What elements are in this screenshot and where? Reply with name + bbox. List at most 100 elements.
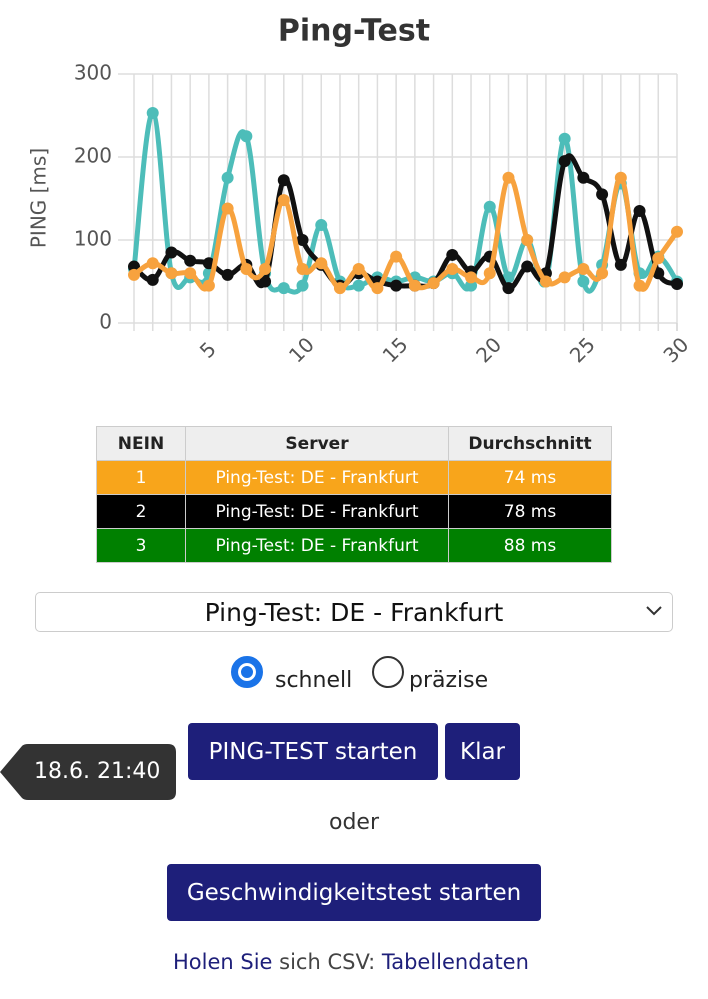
data-point xyxy=(221,268,234,281)
data-point xyxy=(184,254,197,267)
data-point xyxy=(446,263,459,276)
table-row: 2 Ping-Test: DE - Frankfurt 78 ms xyxy=(96,494,612,529)
table-row: 3 Ping-Test: DE - Frankfurt 88 ms xyxy=(96,528,612,563)
data-point xyxy=(465,279,478,292)
data-point xyxy=(558,132,571,145)
data-point xyxy=(577,171,590,184)
radio-praezise[interactable] xyxy=(372,656,404,688)
table-cell: 1 xyxy=(96,460,186,495)
data-point xyxy=(202,279,215,292)
data-point xyxy=(558,155,571,168)
button-label: PING-TEST starten xyxy=(208,738,418,765)
data-point xyxy=(427,277,440,290)
link[interactable]: Tabellendaten xyxy=(381,950,529,974)
y-tick-label: 0 xyxy=(99,310,112,334)
tooltip-shape xyxy=(0,744,176,800)
button-label: Geschwindigkeitstest starten xyxy=(186,879,522,906)
button-label: Klar xyxy=(459,738,506,765)
clear-button[interactable]: Klar xyxy=(445,723,520,780)
data-point xyxy=(146,273,159,286)
data-point xyxy=(521,260,534,273)
data-point xyxy=(408,279,421,292)
table-cell: 78 ms xyxy=(448,494,612,529)
data-point xyxy=(296,279,309,292)
data-point xyxy=(352,279,365,292)
table-row: 1 Ping-Test: DE - Frankfurt 74 ms xyxy=(96,460,612,495)
data-point xyxy=(502,282,515,295)
table-cell: 74 ms xyxy=(448,460,612,495)
x-tick-label: 15 xyxy=(378,332,413,367)
select-value: Ping-Test: DE - Frankfurt xyxy=(204,597,504,627)
data-point xyxy=(165,246,178,259)
link[interactable]: Holen Sie xyxy=(173,950,273,974)
data-point xyxy=(352,263,365,276)
table-cell: Ping-Test: DE - Frankfurt xyxy=(185,494,449,529)
data-point xyxy=(633,204,646,217)
table-cell: Ping-Test: DE - Frankfurt xyxy=(185,528,449,563)
data-point xyxy=(614,258,627,271)
footer: Holen Sie sich CSV: Tabellendaten xyxy=(173,950,529,974)
data-point xyxy=(277,282,290,295)
data-point xyxy=(184,267,197,280)
data-point xyxy=(371,282,384,295)
table-wrap: NEIN Server Durchschnitt 1 Ping-Test: DE … xyxy=(96,426,612,563)
data-point xyxy=(259,275,272,288)
data-point xyxy=(315,257,328,270)
data-point xyxy=(296,234,309,246)
data-point xyxy=(146,257,159,270)
data-point xyxy=(259,263,272,276)
radio-schnell[interactable] xyxy=(231,656,263,688)
data-point xyxy=(390,279,403,292)
y-axis-title: PING [ms] xyxy=(27,148,51,248)
data-point xyxy=(333,282,346,295)
data-point xyxy=(315,219,328,232)
server-select[interactable]: Ping-Test: DE - Frankfurt xyxy=(35,592,673,632)
data-point xyxy=(483,267,496,280)
data-point xyxy=(614,171,627,184)
data-point xyxy=(165,267,178,280)
x-tick-label: 25 xyxy=(565,332,600,367)
data-point xyxy=(221,171,234,184)
chart: Ping-Test PING [ms] 0 100 200 300 5 10 15 20 25 3… xyxy=(27,14,694,368)
data-point xyxy=(277,194,290,207)
data-point xyxy=(446,248,459,261)
data-point xyxy=(596,267,609,280)
x-tick-label: 5 xyxy=(195,337,221,363)
radio-label: schnell xyxy=(275,668,353,693)
data-point xyxy=(296,263,309,276)
header-row: NEIN Server Durchschnitt xyxy=(96,426,612,461)
data-point xyxy=(390,250,403,263)
table-cell: 2 xyxy=(96,494,186,529)
data-point xyxy=(596,188,609,201)
table-cell: Ping-Test: DE - Frankfurt xyxy=(185,460,449,495)
data-point xyxy=(671,277,683,290)
y-tick-label: 200 xyxy=(74,144,112,168)
header-cell: NEIN xyxy=(96,426,186,461)
data-point xyxy=(539,275,552,288)
speedtest-button[interactable]: Geschwindigkeitstest starten xyxy=(167,864,541,921)
data-point xyxy=(633,279,646,292)
start-button[interactable]: PING-TEST starten xyxy=(188,723,438,780)
data-point xyxy=(652,252,665,265)
data-point xyxy=(277,174,290,187)
table-cell: 3 xyxy=(96,528,186,563)
data-point xyxy=(128,268,140,281)
x-tick-label: 10 xyxy=(284,332,319,367)
data-point xyxy=(577,263,590,276)
data-point xyxy=(558,271,571,284)
data-point xyxy=(240,263,253,276)
header-cell: Server xyxy=(185,426,449,461)
x-tick-label: 20 xyxy=(471,332,506,367)
table-cell: 88 ms xyxy=(448,528,612,563)
footer-text: sich CSV: xyxy=(279,950,376,974)
data-point xyxy=(521,234,534,246)
separator: oder xyxy=(329,810,380,835)
radio-label: präzise xyxy=(409,668,489,693)
data-point xyxy=(465,271,478,284)
data-point xyxy=(502,171,515,184)
results-table: NEIN Server Durchschnitt 1 Ping-Test: DE … xyxy=(96,426,612,563)
y-tick-label: 300 xyxy=(74,61,112,85)
data-point xyxy=(221,202,234,215)
data-point xyxy=(577,275,590,288)
